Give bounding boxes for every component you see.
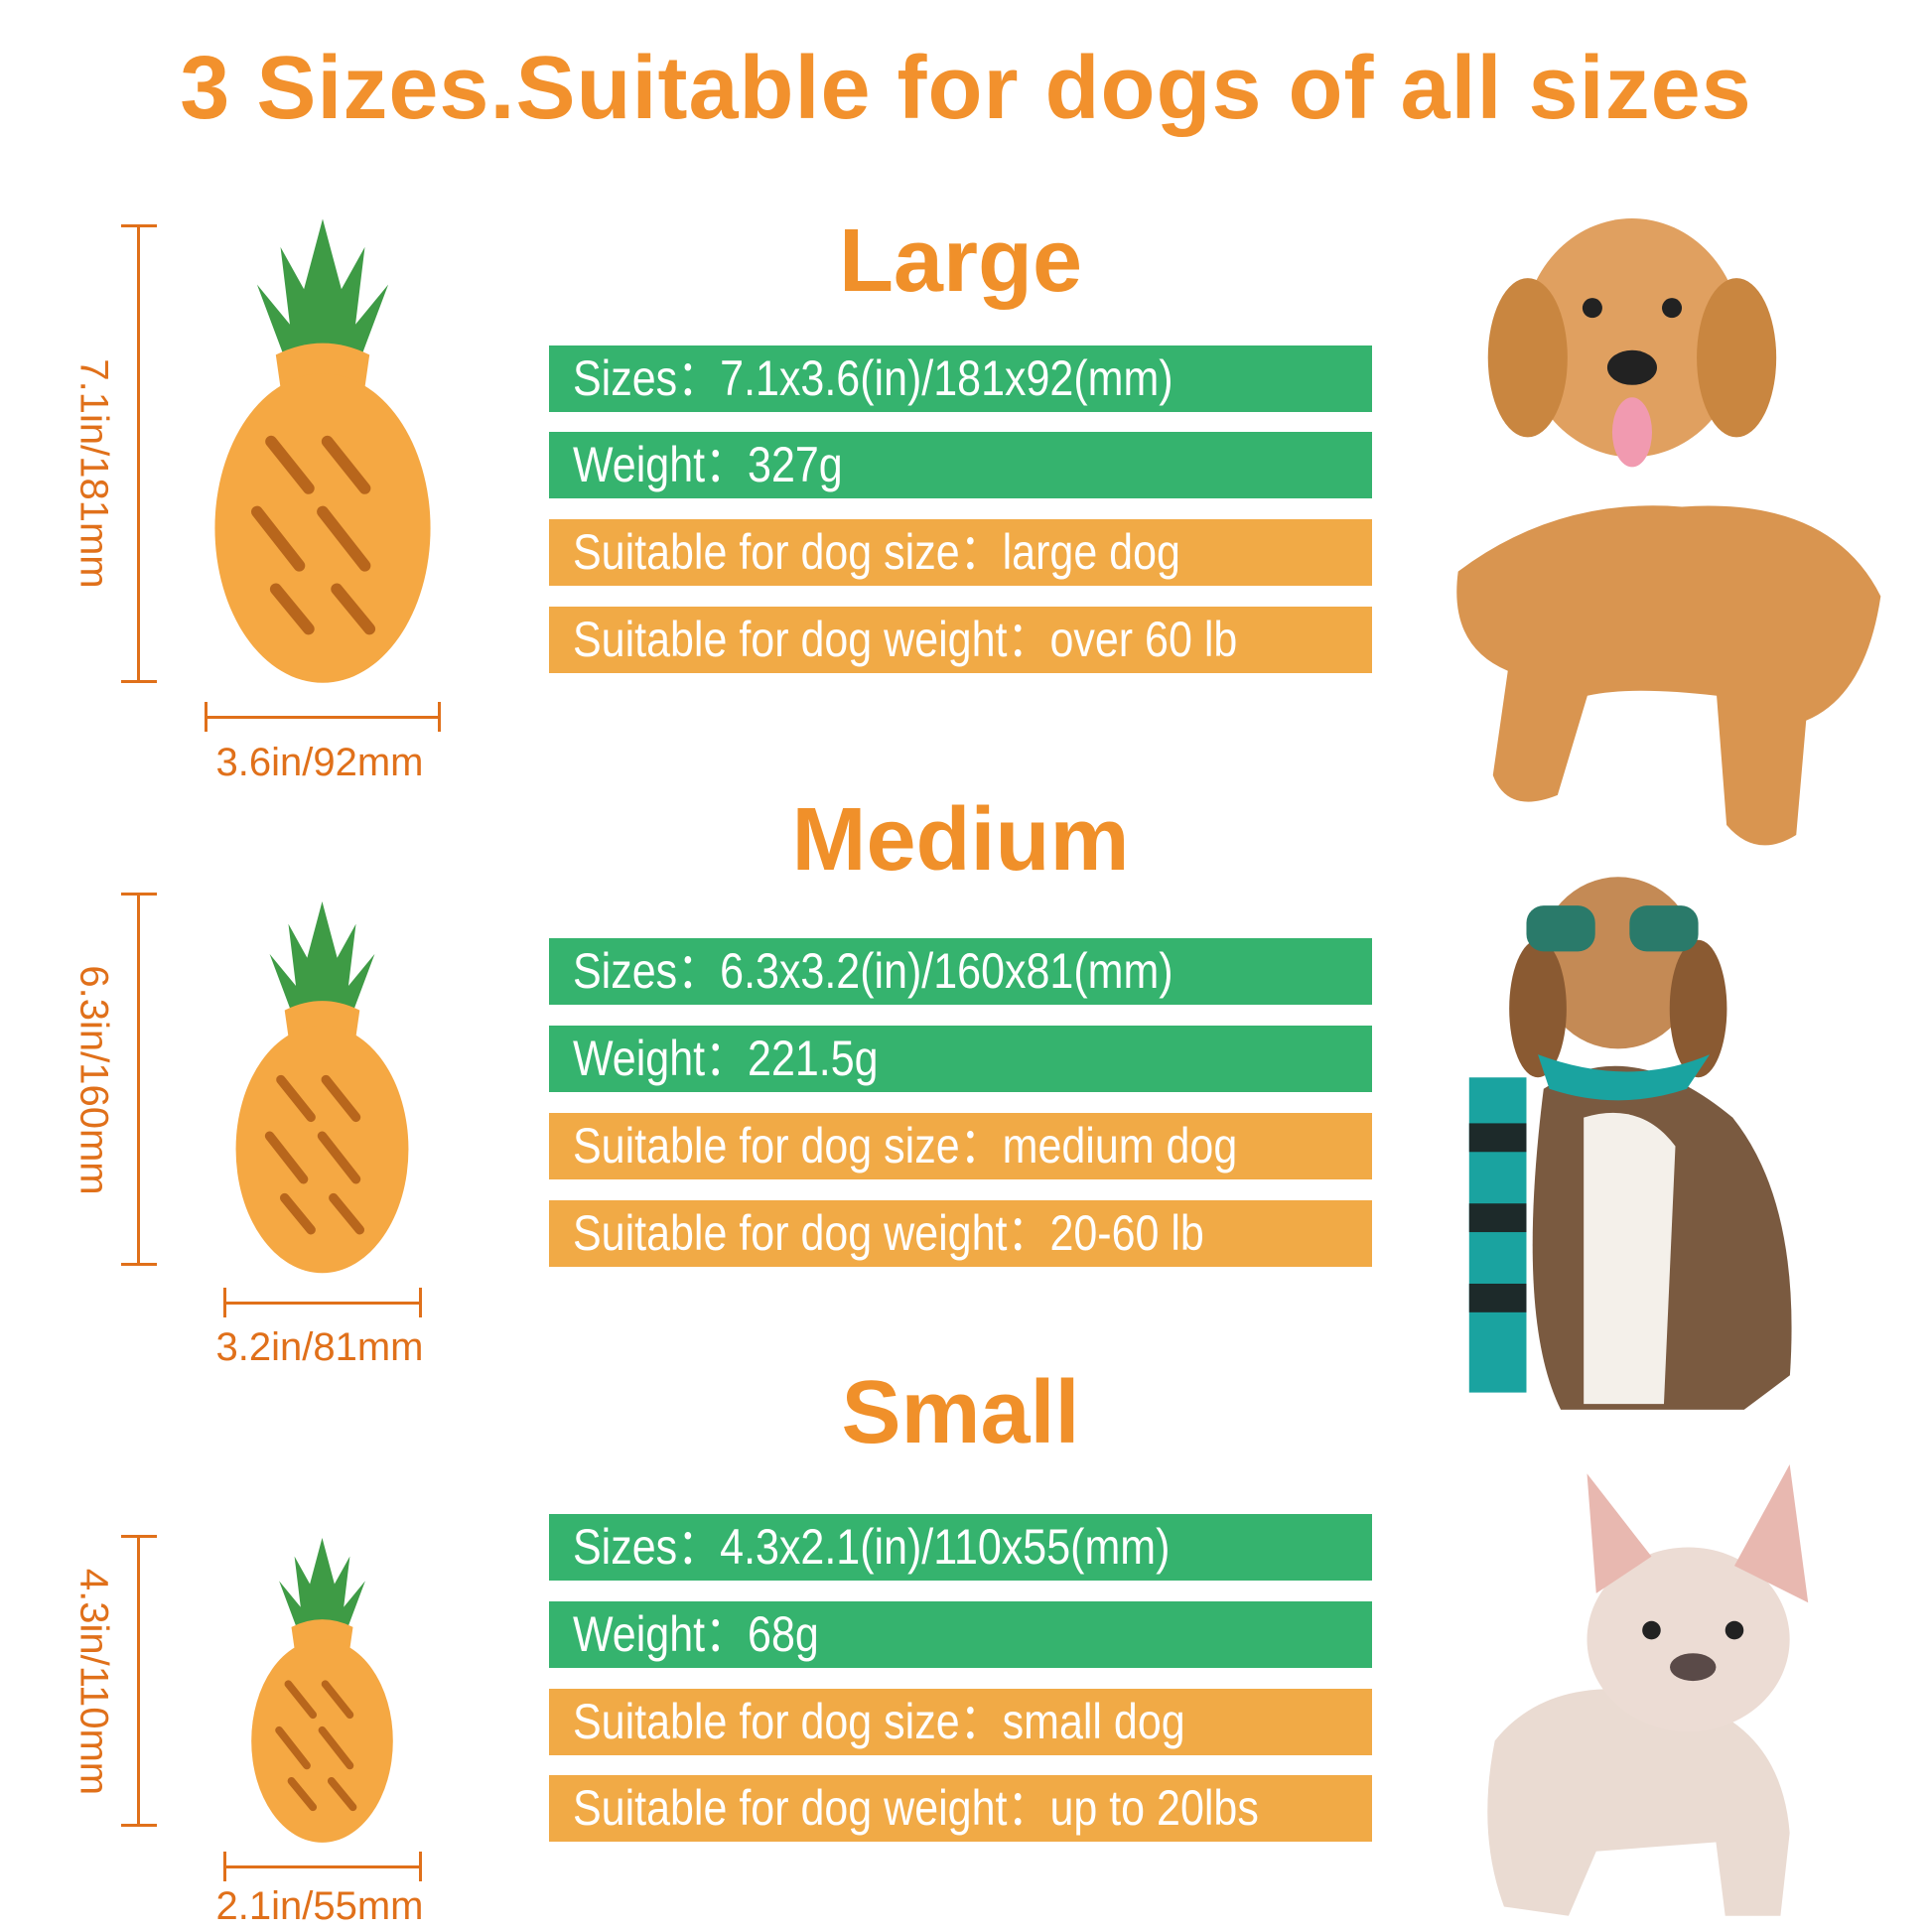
spec-row-sizes: Sizes：6.3x3.2(in)/160x81(mm)	[549, 938, 1372, 1005]
dimension-tick	[121, 1535, 157, 1538]
dimension-tick	[419, 1852, 422, 1881]
golden-retriever-photo	[1456, 218, 1881, 846]
beagle-with-sunglasses-photo	[1468, 877, 1792, 1410]
spec-text: Suitable for dog weight：up to 20lbs	[573, 1780, 1259, 1836]
spec-row-dog-weight: Suitable for dog weight：20-60 lb	[549, 1200, 1372, 1267]
width-label: 3.6in/92mm	[215, 741, 424, 784]
spec-row-sizes: Sizes：4.3x2.1(in)/110x55(mm)	[549, 1514, 1372, 1581]
spec-row-sizes: Sizes：7.1x3.6(in)/181x92(mm)	[549, 345, 1372, 412]
width-dimension-line	[224, 1865, 421, 1868]
spec-text: Sizes：6.3x3.2(in)/160x81(mm)	[573, 943, 1173, 999]
height-dimension-line	[137, 894, 140, 1265]
spec-text: Suitable for dog weight：over 60 lb	[573, 612, 1238, 667]
pineapple-toy-medium-image	[235, 901, 409, 1274]
dimension-tick	[121, 224, 157, 227]
spec-text: Sizes：7.1x3.6(in)/181x92(mm)	[573, 350, 1173, 406]
spec-text: Sizes：4.3x2.1(in)/110x55(mm)	[573, 1519, 1171, 1575]
french-bulldog-photo	[1487, 1464, 1809, 1916]
dimension-tick	[438, 702, 441, 732]
pineapple-toy-small-image	[251, 1538, 393, 1843]
dimension-tick	[205, 702, 207, 732]
dimension-tick	[121, 1824, 157, 1827]
dimension-tick	[121, 893, 157, 896]
spec-row-dog-size: Suitable for dog size：medium dog	[549, 1113, 1372, 1179]
dimension-tick	[121, 680, 157, 683]
spec-text: Weight：327g	[573, 437, 843, 492]
spec-row-dog-size: Suitable for dog size：small dog	[549, 1689, 1372, 1755]
height-dimension-line	[137, 225, 140, 682]
spec-text: Suitable for dog size：small dog	[573, 1694, 1185, 1749]
width-label: 2.1in/55mm	[215, 1884, 424, 1928]
spec-row-dog-weight: Suitable for dog weight：up to 20lbs	[549, 1775, 1372, 1842]
spec-text: Suitable for dog size：medium dog	[573, 1118, 1238, 1173]
width-dimension-line	[224, 1302, 421, 1305]
heading-small: Small	[841, 1363, 1080, 1462]
spec-text: Suitable for dog size：large dog	[573, 524, 1180, 580]
dimension-tick	[419, 1288, 422, 1317]
width-label: 3.2in/81mm	[215, 1325, 424, 1369]
dimension-tick	[121, 1263, 157, 1266]
heading-large: Large	[838, 211, 1083, 311]
heading-medium: Medium	[791, 790, 1130, 890]
spec-row-dog-weight: Suitable for dog weight：over 60 lb	[549, 607, 1372, 673]
height-label: 7.1in/181mm	[71, 358, 116, 589]
pineapple-toy-large-image	[214, 218, 431, 683]
height-label: 4.3in/110mm	[71, 1568, 116, 1796]
page-title: 3 Sizes.Suitable for dogs of all sizes	[180, 39, 1752, 138]
spec-row-weight: Weight：327g	[549, 432, 1372, 498]
spec-row-weight: Weight：68g	[549, 1601, 1372, 1668]
width-dimension-line	[206, 716, 440, 719]
spec-text: Weight：68g	[573, 1606, 819, 1662]
dimension-tick	[223, 1288, 226, 1317]
spec-row-dog-size: Suitable for dog size：large dog	[549, 519, 1372, 586]
spec-text: Suitable for dog weight：20-60 lb	[573, 1205, 1204, 1261]
height-label: 6.3in/160mm	[71, 965, 116, 1195]
dimension-tick	[223, 1852, 226, 1881]
height-dimension-line	[137, 1536, 140, 1826]
spec-text: Weight：221.5g	[573, 1031, 879, 1086]
spec-row-weight: Weight：221.5g	[549, 1026, 1372, 1092]
